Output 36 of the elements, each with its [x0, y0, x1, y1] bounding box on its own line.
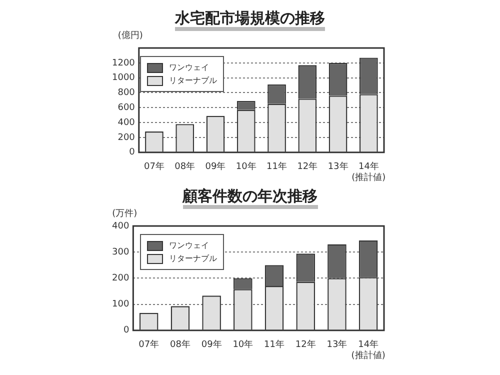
x-tick-label: 09年 [205, 161, 226, 172]
legend-label: リターナブル [169, 253, 217, 264]
x-tick-label: 07年 [144, 161, 164, 172]
legend-label: リターナブル [169, 75, 217, 86]
y-tick-label: 600 [118, 103, 136, 113]
y-tick-label: 0 [123, 326, 130, 336]
chart-title: 水宅配市場規模の推移 [175, 9, 325, 31]
y-tick-label: 100 [112, 300, 130, 310]
y-tick-label: 400 [112, 221, 130, 232]
x-tick-label: 09年 [201, 339, 222, 350]
x-tick-label: 07年 [138, 339, 160, 350]
y-tick-label: 200 [118, 132, 136, 143]
x-tick-label: 14年 (推計値) [351, 339, 386, 361]
y-axis-title: (億円) [118, 30, 143, 41]
x-tick-label: 14年 (推計値) [352, 161, 386, 183]
chart-title: 顧客件数の年次推移 [182, 187, 318, 209]
y-tick-label: 400 [118, 118, 136, 128]
x-tick-label: 13年 [326, 339, 348, 350]
x-tick-label: 11年 [264, 339, 284, 350]
y-tick-label: 300 [112, 247, 130, 258]
y-tick-label: 0 [129, 148, 136, 158]
x-tick-label: 12年 [295, 339, 316, 350]
y-tick-label: 200 [112, 274, 130, 284]
x-tick-label: 13年 [328, 161, 348, 172]
x-tick-label: 10年 [236, 161, 256, 172]
x-tick-label: 10年 [232, 339, 254, 350]
x-tick-label: 08年 [170, 339, 190, 350]
y-tick-label: 1200 [112, 58, 136, 68]
x-tick-label: 12年 [297, 161, 318, 172]
legend-label: ワンウェイ [169, 240, 209, 251]
legend-label: ワンウェイ [169, 62, 209, 73]
y-tick-label: 1000 [112, 73, 136, 84]
x-tick-label: 08年 [174, 161, 196, 172]
y-tick-label: 800 [118, 88, 136, 98]
y-axis-title: (万件) [112, 208, 138, 219]
x-tick-label: 11年 [266, 161, 287, 172]
